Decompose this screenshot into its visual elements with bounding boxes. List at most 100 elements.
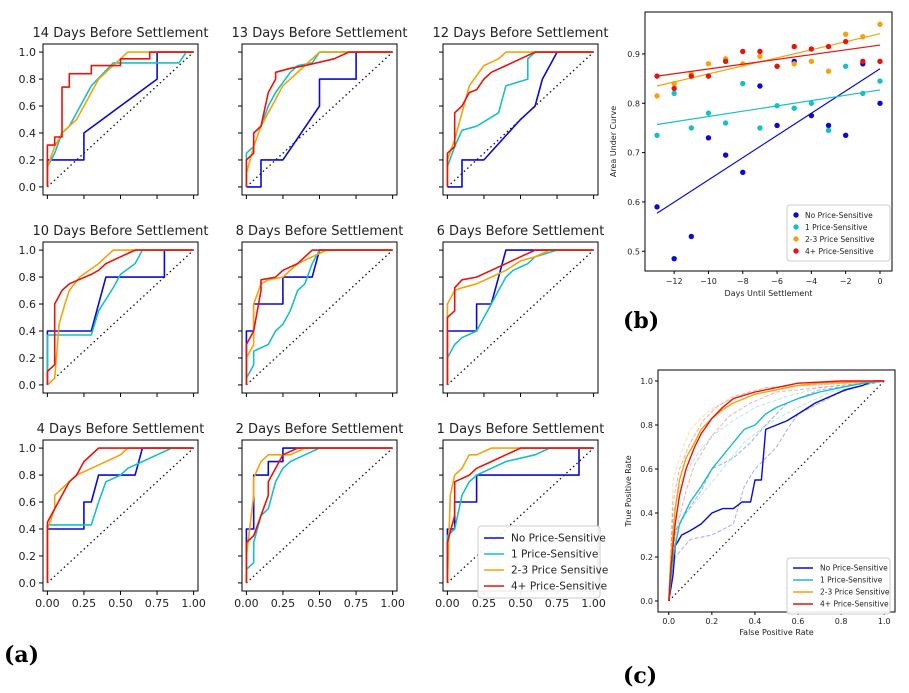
scatter-point xyxy=(688,73,695,79)
y-tick-label: 0.0 xyxy=(640,597,653,606)
x-tick-label: 0.00 xyxy=(35,597,60,610)
roc-curve xyxy=(46,249,194,385)
roc-curve-faded xyxy=(668,380,885,602)
x-tick-label: −2 xyxy=(840,277,852,286)
roc-curve xyxy=(446,447,594,583)
y-tick-label: 0.7 xyxy=(627,149,640,158)
scatter-point xyxy=(808,100,815,106)
roc-curve xyxy=(245,249,393,385)
x-tick-label: 0.00 xyxy=(234,597,259,610)
scatter-point xyxy=(877,78,883,84)
x-tick-label: 0.8 xyxy=(835,617,848,626)
roc-subplot: 4 Days Before Settlement 0.0 0.2 0.4 0.6 0.8 1… xyxy=(19,422,206,610)
roc-curve xyxy=(668,380,885,602)
y-axis-label: True Positive Rate xyxy=(624,455,633,527)
roc-curve xyxy=(668,380,885,602)
panel-b: −12 −10 −8 −6 −4 −2 0 0.5 0.6 0.7 0.8 0.9 Days Until… xyxy=(609,11,893,298)
roc-curve xyxy=(245,447,393,583)
x-tick-label: 1.00 xyxy=(380,597,405,610)
y-tick-label: 0.6 xyxy=(19,100,37,113)
y-tick-label: 0.8 xyxy=(19,469,37,482)
y-tick-label: 0.4 xyxy=(640,509,653,518)
subplot-title: 4 Days Before Settlement xyxy=(37,422,205,437)
y-tick-label: 0.8 xyxy=(19,73,37,86)
scatter-point xyxy=(722,58,729,65)
y-tick-label: 0.6 xyxy=(640,465,653,474)
legend-label: 4+ Price-Sensitive xyxy=(820,600,889,609)
trend-line xyxy=(656,68,881,214)
roc-curve xyxy=(46,447,194,583)
y-tick-label: 0.4 xyxy=(19,523,37,536)
roc-subplot: 14 Days Before Settlement 0.0 0.2 0.4 0.6 0.8… xyxy=(19,26,209,199)
y-tick-label: 0.2 xyxy=(19,550,37,563)
roc-curve xyxy=(46,447,194,583)
scatter-point xyxy=(808,46,815,52)
subplot-title: 14 Days Before Settlement xyxy=(33,26,209,41)
chance-diagonal xyxy=(446,249,595,386)
y-tick-label: 0.8 xyxy=(640,421,653,430)
roc-curve xyxy=(245,447,393,583)
scatter-point xyxy=(688,125,695,131)
legend-label: 4+ Price-Sensitive xyxy=(511,581,607,593)
chance-diagonal xyxy=(245,249,394,386)
legend-label: No Price-Sensitive xyxy=(820,564,888,573)
y-tick-label: 0.4 xyxy=(19,325,37,338)
roc-subplot: 2 Days Before Settlement 0.00 0.25 0.50 0.75… xyxy=(234,422,405,610)
scatter-point xyxy=(705,110,712,116)
scatter-point xyxy=(825,122,832,129)
y-tick-label: 0.0 xyxy=(19,181,37,194)
roc-curve xyxy=(46,51,194,187)
panel-a: 14 Days Before Settlement 0.0 0.2 0.4 0.6 0.8… xyxy=(19,26,609,610)
roc-curve xyxy=(245,249,393,385)
x-tick-label: 0.75 xyxy=(344,597,369,610)
y-tick-label: 0.6 xyxy=(19,298,37,311)
roc-subplot: 10 Days Before Settlement 0.0 0.2 0.4 0.6 0.8… xyxy=(19,224,208,397)
x-tick-label: 0.75 xyxy=(545,597,570,610)
scatter-point xyxy=(688,233,695,240)
scatter-point xyxy=(757,48,763,55)
x-tick-label: 1.00 xyxy=(181,597,206,610)
scatter-point xyxy=(671,85,677,92)
scatter-point xyxy=(654,93,660,99)
y-tick-label: 0.6 xyxy=(627,198,640,207)
trend-line xyxy=(656,33,881,87)
x-tick-label: −12 xyxy=(666,277,683,286)
scatter-point xyxy=(825,127,832,134)
legend-marker xyxy=(793,236,799,242)
chance-diagonal xyxy=(446,447,595,584)
scatter-point xyxy=(791,43,797,50)
legend-label: 1 Price-Sensitive xyxy=(511,549,598,561)
scatter-point xyxy=(740,48,746,55)
roc-curve xyxy=(446,51,594,187)
legend-marker xyxy=(793,212,799,218)
panel-label-c: (c) xyxy=(623,663,657,689)
y-tick-label: 1.0 xyxy=(640,377,653,386)
scatter-point xyxy=(825,43,832,50)
x-tick-label: 0.0 xyxy=(662,617,675,626)
subplot-title: 8 Days Before Settlement xyxy=(236,224,404,239)
x-tick-label: 0.50 xyxy=(307,597,332,610)
scatter-point xyxy=(808,58,815,65)
legend-marker xyxy=(793,248,799,254)
legend-label: No Price-Sensitive xyxy=(805,211,873,220)
roc-subplot: 12 Days Before Settlement xyxy=(433,26,609,199)
scatter-point xyxy=(791,105,797,111)
panel-c: 0.0 0.2 0.4 0.6 0.8 1.0 0.0 0.2 0.4 0.6 0.8 1.0 Fals… xyxy=(624,369,896,637)
roc-curve xyxy=(46,447,194,583)
scatter-point xyxy=(740,80,746,87)
x-axis-label: Days Until Settlement xyxy=(725,289,813,298)
roc-curve xyxy=(447,51,594,188)
panel-label-a: (a) xyxy=(4,642,39,668)
legend-box xyxy=(477,525,601,599)
roc-curve xyxy=(245,249,393,385)
roc-curve xyxy=(46,51,194,187)
chance-diagonal xyxy=(245,447,394,584)
legend-box xyxy=(786,204,891,262)
legend-label: 4+ Price-Sensitive xyxy=(805,247,874,256)
subplot-title: 12 Days Before Settlement xyxy=(433,26,609,41)
y-tick-label: 0.0 xyxy=(19,379,37,392)
legend-label: No Price-Sensitive xyxy=(511,533,606,545)
scatter-point xyxy=(860,90,866,97)
legend-label: 1 Price-Sensitive xyxy=(820,576,883,585)
scatter-point xyxy=(705,61,712,67)
